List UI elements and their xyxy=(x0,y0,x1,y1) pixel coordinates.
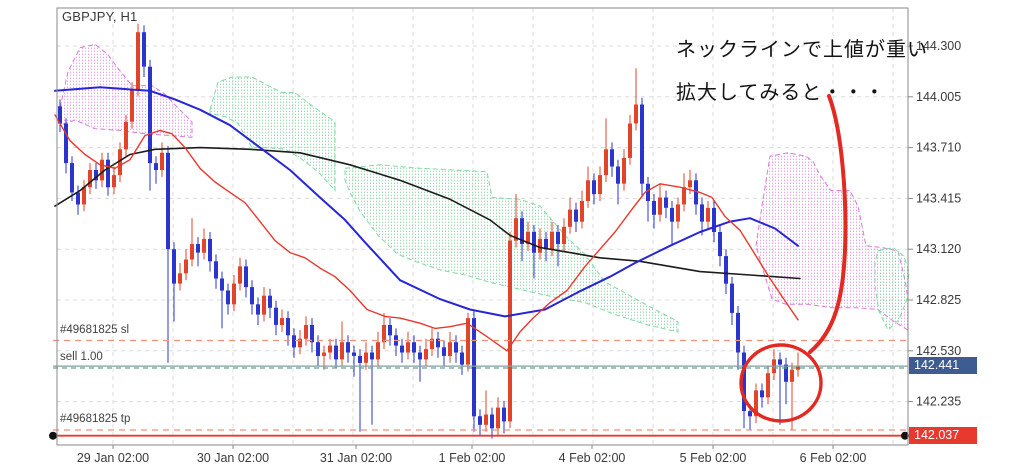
time-axis-label: 29 Jan 02:00 xyxy=(77,451,149,465)
tp-line-anchor-left[interactable] xyxy=(49,431,57,440)
annotation-text-line2: 拡大してみると・・・ xyxy=(676,82,886,104)
symbol-timeframe-label: GBPJPY, H1 xyxy=(62,9,138,24)
take-profit-label: #49681825 tp xyxy=(60,413,131,425)
hand-drawn-arrow-curve[interactable] xyxy=(808,94,848,354)
candle-bars xyxy=(58,23,800,439)
price-axis-label: 144.300 xyxy=(916,39,961,53)
annotation-text-line1: ネックラインで上値が重い xyxy=(676,39,928,61)
price-axis-label: 143.120 xyxy=(916,242,961,256)
price-axis-label: 142.235 xyxy=(916,395,961,409)
tp-line-anchor-right[interactable] xyxy=(901,431,909,440)
price-axis-label: 143.415 xyxy=(916,191,961,205)
sell-position-label: sell 1.00 xyxy=(60,351,103,363)
drawn-annotations xyxy=(739,94,848,423)
left-green-cloud xyxy=(209,76,336,192)
highlight-circle[interactable] xyxy=(739,343,823,423)
price-axis-label: 144.005 xyxy=(916,90,961,104)
right-green-cloud xyxy=(874,246,910,331)
bid-price-box: 142.441 xyxy=(909,357,977,374)
time-axis-label: 5 Feb 02:00 xyxy=(680,451,747,465)
candles-series xyxy=(58,23,800,439)
right-magenta-cloud xyxy=(755,152,909,331)
time-axis-label: 6 Feb 02:00 xyxy=(800,451,867,465)
stop-loss-label: #49681825 sl xyxy=(60,324,130,336)
time-axis-label: 30 Jan 02:00 xyxy=(197,451,269,465)
time-axis-label: 4 Feb 02:00 xyxy=(559,451,626,465)
left-magenta-cloud xyxy=(59,43,193,138)
price-axis-label: 142.825 xyxy=(916,293,961,307)
time-axis-label: 31 Jan 02:00 xyxy=(320,451,392,465)
price-axis-label: 142.530 xyxy=(916,344,961,358)
trade-level-lines xyxy=(49,339,909,440)
moving-average-lines xyxy=(54,86,801,352)
time-axis-label: 1 Feb 02:00 xyxy=(439,451,506,465)
tp-price-box: 142.037 xyxy=(909,427,977,444)
chart-frame-and-axes: 144.300 144.005 143.710 143.415 143.120 142.8… xyxy=(56,7,961,465)
price-axis-label: 143.710 xyxy=(916,141,961,155)
